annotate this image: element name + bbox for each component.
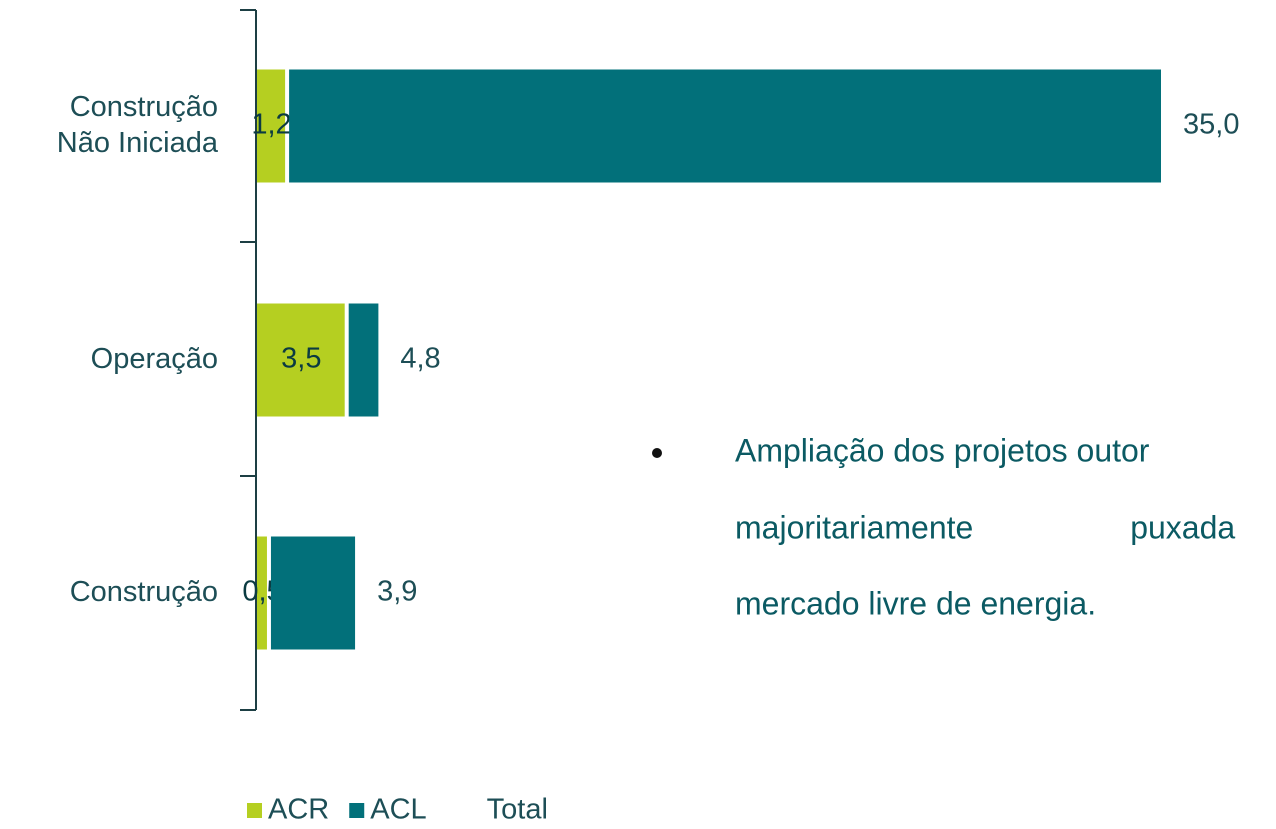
y-tick-label: Operação [91,343,218,375]
bar-segment [257,303,345,417]
legend-swatch [349,803,365,818]
total-label: 4,8 [400,343,440,375]
bar-segment [270,536,356,650]
bar-segment [289,69,1161,183]
legend-label: ACL [370,794,426,826]
legend-label: Total [487,794,548,826]
bar-segment [348,303,379,417]
bar-segment [257,69,286,183]
y-tick-label: Construção Não Iniciada [57,91,219,159]
category-axis [240,9,257,711]
bar-segment [257,536,267,650]
total-label: 35,0 [1183,109,1239,141]
legend-swatch [247,803,262,818]
legend-label: ACR [268,794,329,826]
annotation-line: Ampliação dos projetos outor [735,432,1150,468]
data-label: 1,2 [251,109,291,141]
annotation-line: mercado livre de energia. [735,585,1096,621]
total-label: 3,9 [377,576,417,608]
y-tick-label: Construção [70,576,218,608]
data-label: 3,5 [281,343,321,375]
bullet [652,448,662,458]
annotation-line: majoritariamente puxada [735,509,1235,545]
